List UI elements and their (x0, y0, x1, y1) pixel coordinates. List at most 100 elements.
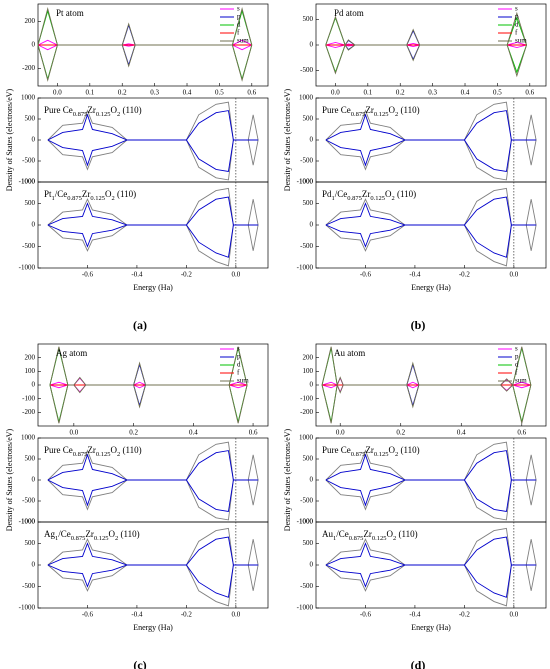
dos-curve (49, 384, 248, 408)
x-tick-label: 0.0 (53, 89, 62, 97)
x-tick-label: -0.2 (459, 271, 471, 279)
y-tick-label: 0 (32, 381, 36, 389)
legend-label: d (237, 361, 241, 369)
title-part: 1 (55, 535, 58, 542)
title-part: Au (322, 529, 333, 539)
title-part: Zr (363, 529, 372, 539)
x-tick-label: -0.4 (131, 611, 143, 619)
subplot-title: Ag atom (56, 348, 87, 358)
y-tick-label: 1000 (299, 518, 314, 526)
y-tick-label: 500 (303, 539, 314, 547)
dos-curve (325, 16, 527, 46)
y-axis-label: Density of States (electrons/eV) (5, 88, 14, 191)
title-part: 2 (115, 535, 118, 542)
y-tick-label: -1000 (297, 604, 314, 612)
dos-curve (38, 44, 252, 67)
legend-label: s (237, 5, 240, 13)
title-part: 0.125 (96, 451, 111, 458)
legend-label: sum (515, 37, 527, 45)
dos-curve (37, 44, 253, 81)
x-tick-label: 0.6 (247, 89, 256, 97)
subplot-title: Au1/Ce0.875Zr0.125O2 (110) (322, 529, 418, 542)
title-part: 0.125 (90, 195, 105, 202)
dos-curve (325, 44, 527, 61)
dos-curve (49, 362, 248, 386)
dos-curve (49, 377, 248, 386)
dos-curve (47, 139, 259, 181)
panel-label: (c) (133, 658, 146, 669)
title-part: (110) (395, 189, 416, 199)
x-tick-label: 0.3 (428, 89, 437, 97)
x-tick-label: -0.6 (82, 611, 94, 619)
x-tick-label: -0.4 (409, 271, 421, 279)
legend-label: s (515, 5, 518, 13)
dos-curve (325, 139, 537, 181)
y-tick-label: 500 (303, 115, 314, 123)
y-tick-label: 1000 (21, 518, 36, 526)
y-tick-label: 0 (32, 476, 36, 484)
x-tick-label: 0.4 (189, 429, 198, 437)
title-part: O (385, 189, 392, 199)
title-part: /Ce (58, 529, 71, 539)
x-tick-label: 0.5 (215, 89, 224, 97)
x-tick-label: 0.2 (129, 429, 138, 437)
dos-curve (325, 441, 537, 481)
dos-curve (47, 441, 259, 481)
y-tick-label: 500 (25, 539, 36, 547)
x-tick-label: 0.0 (69, 429, 78, 437)
title-part: Ag atom (56, 348, 87, 358)
legend-label: f (237, 29, 240, 37)
x-tick-label: -0.4 (409, 611, 421, 619)
subplot-title: Pd atom (334, 8, 364, 18)
y-tick-label: 1000 (299, 94, 314, 102)
title-part: 0.875 (351, 451, 366, 458)
y-tick-label: -500 (300, 242, 313, 250)
title-part: 0.875 (73, 111, 88, 118)
subplot-title: Pure Ce0.875Zr0.125O2 (110) (44, 105, 142, 118)
y-tick-label: 0 (310, 381, 314, 389)
title-part: (110) (115, 189, 136, 199)
y-tick-label: 1000 (21, 94, 36, 102)
x-axis-label: Energy (Ha) (133, 283, 173, 292)
title-part: (110) (118, 529, 139, 539)
title-part: Zr (365, 105, 374, 115)
y-tick-label: 100 (303, 367, 314, 375)
title-part: Zr (82, 189, 91, 199)
y-tick-label: -200 (22, 408, 35, 416)
dos-curve (49, 384, 248, 423)
dos-curve (325, 527, 537, 566)
title-part: (110) (120, 105, 141, 115)
y-axis-label: Density of States (electrons/eV) (283, 428, 292, 531)
title-part: Pt atom (56, 8, 84, 18)
panel-label: (a) (133, 318, 147, 332)
legend-label: d (515, 361, 519, 369)
y-tick-label: 0 (32, 136, 36, 144)
dos-curve (321, 377, 531, 386)
dos-curve (325, 479, 537, 513)
x-tick-label: 0.2 (396, 89, 405, 97)
title-part: 0.125 (96, 111, 111, 118)
x-tick-label: 0.5 (493, 89, 502, 97)
dos-curve (325, 564, 537, 598)
dos-curve (325, 224, 537, 258)
y-tick-label: -500 (300, 582, 313, 590)
y-tick-label: -500 (300, 66, 313, 74)
title-part: 0.875 (347, 195, 362, 202)
panel-label: (b) (411, 318, 426, 332)
legend-label: s (515, 345, 518, 353)
x-tick-label: 0.0 (231, 271, 240, 279)
title-part: 1 (333, 535, 336, 542)
title-part: Pd atom (334, 8, 364, 18)
x-tick-label: 0.3 (150, 89, 159, 97)
dos-curve (325, 44, 527, 74)
dos-curve (321, 383, 532, 424)
title-part: 0.875 (349, 535, 364, 542)
title-part: 2 (393, 535, 396, 542)
subplot-title: Pt atom (56, 8, 84, 18)
title-part: 2 (392, 195, 395, 202)
y-tick-label: 200 (303, 353, 314, 361)
dos-curve (47, 101, 259, 141)
panel-label: (d) (411, 658, 426, 669)
title-part: (110) (120, 445, 141, 455)
title-part: O (111, 105, 118, 115)
